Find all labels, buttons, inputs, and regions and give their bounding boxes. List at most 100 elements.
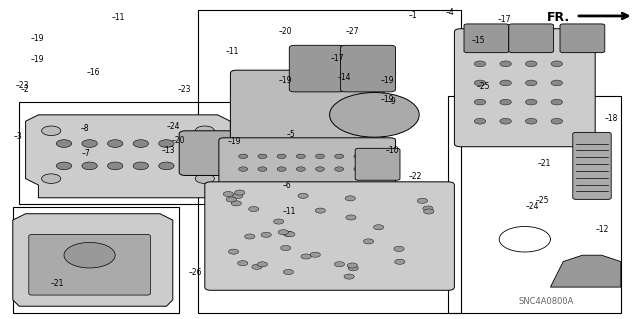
Text: FR.: FR. [547, 11, 570, 24]
Circle shape [184, 162, 200, 170]
Circle shape [474, 61, 486, 67]
Text: –21: –21 [51, 279, 64, 288]
Circle shape [551, 61, 563, 67]
Circle shape [283, 231, 293, 236]
Polygon shape [550, 255, 621, 287]
Circle shape [500, 61, 511, 67]
Text: –10: –10 [386, 146, 399, 155]
FancyBboxPatch shape [289, 45, 344, 92]
Circle shape [64, 242, 115, 268]
Circle shape [42, 126, 61, 136]
Circle shape [159, 162, 174, 170]
Circle shape [346, 215, 356, 220]
Circle shape [347, 263, 357, 268]
Circle shape [195, 174, 214, 183]
Circle shape [231, 201, 241, 206]
Text: –11: –11 [225, 47, 239, 56]
Text: –9: –9 [387, 97, 396, 106]
Text: –20: –20 [172, 137, 185, 145]
Circle shape [257, 262, 268, 267]
FancyBboxPatch shape [205, 182, 454, 290]
Circle shape [354, 154, 363, 159]
Circle shape [424, 209, 434, 214]
Text: –6: –6 [283, 181, 292, 190]
Text: –21: –21 [538, 159, 551, 168]
Circle shape [277, 167, 286, 171]
Circle shape [417, 198, 428, 203]
FancyBboxPatch shape [29, 234, 150, 295]
Circle shape [500, 80, 511, 86]
Text: –20: –20 [278, 27, 292, 36]
Text: –23: –23 [16, 81, 29, 90]
Circle shape [223, 191, 234, 197]
Text: –13: –13 [161, 146, 175, 155]
Circle shape [348, 266, 358, 271]
Circle shape [301, 254, 311, 259]
Circle shape [474, 80, 486, 86]
Circle shape [474, 118, 486, 124]
Circle shape [316, 154, 324, 159]
Text: –19: –19 [227, 137, 241, 146]
Circle shape [394, 246, 404, 251]
Text: –17: –17 [331, 54, 344, 63]
Circle shape [184, 140, 200, 147]
Text: –19: –19 [31, 34, 44, 43]
FancyBboxPatch shape [340, 45, 396, 92]
Circle shape [261, 232, 271, 237]
Circle shape [226, 197, 236, 202]
Circle shape [345, 196, 355, 201]
Text: –14: –14 [337, 73, 351, 82]
Text: –27: –27 [346, 27, 359, 36]
Circle shape [280, 245, 291, 250]
Text: –22: –22 [408, 172, 422, 181]
Circle shape [525, 80, 537, 86]
Text: –5: –5 [287, 130, 296, 139]
Circle shape [56, 162, 72, 170]
FancyBboxPatch shape [219, 138, 396, 188]
Text: –25: –25 [536, 196, 549, 205]
Circle shape [525, 118, 537, 124]
Text: –4: –4 [446, 8, 455, 17]
Circle shape [249, 206, 259, 211]
Circle shape [133, 140, 148, 147]
Circle shape [159, 140, 174, 147]
Text: –1: –1 [408, 11, 417, 20]
Text: –2: –2 [20, 85, 29, 94]
FancyBboxPatch shape [509, 24, 554, 53]
Circle shape [239, 154, 248, 159]
Circle shape [423, 206, 433, 211]
Circle shape [277, 154, 286, 159]
Circle shape [551, 118, 563, 124]
Text: –25: –25 [477, 82, 490, 91]
Circle shape [42, 174, 61, 183]
Circle shape [298, 193, 308, 198]
Circle shape [228, 249, 239, 254]
FancyBboxPatch shape [179, 131, 243, 175]
Circle shape [82, 162, 97, 170]
FancyBboxPatch shape [230, 70, 384, 147]
Circle shape [374, 225, 384, 230]
FancyBboxPatch shape [573, 132, 611, 199]
Text: –26: –26 [189, 268, 202, 277]
Circle shape [551, 99, 563, 105]
Circle shape [108, 140, 123, 147]
Circle shape [296, 154, 305, 159]
Circle shape [237, 261, 248, 266]
Circle shape [334, 262, 344, 267]
Circle shape [364, 239, 374, 244]
Circle shape [82, 140, 97, 147]
FancyBboxPatch shape [454, 29, 595, 147]
Circle shape [195, 126, 214, 136]
Text: –19: –19 [381, 76, 394, 85]
Text: SNC4A0800A: SNC4A0800A [518, 297, 574, 306]
Circle shape [395, 259, 405, 264]
Circle shape [296, 167, 305, 171]
Circle shape [354, 167, 363, 171]
Circle shape [239, 167, 248, 171]
Text: –19: –19 [31, 55, 44, 63]
Text: –7: –7 [81, 149, 90, 158]
FancyBboxPatch shape [560, 24, 605, 53]
Circle shape [310, 252, 321, 257]
Circle shape [133, 162, 148, 170]
Circle shape [500, 99, 511, 105]
